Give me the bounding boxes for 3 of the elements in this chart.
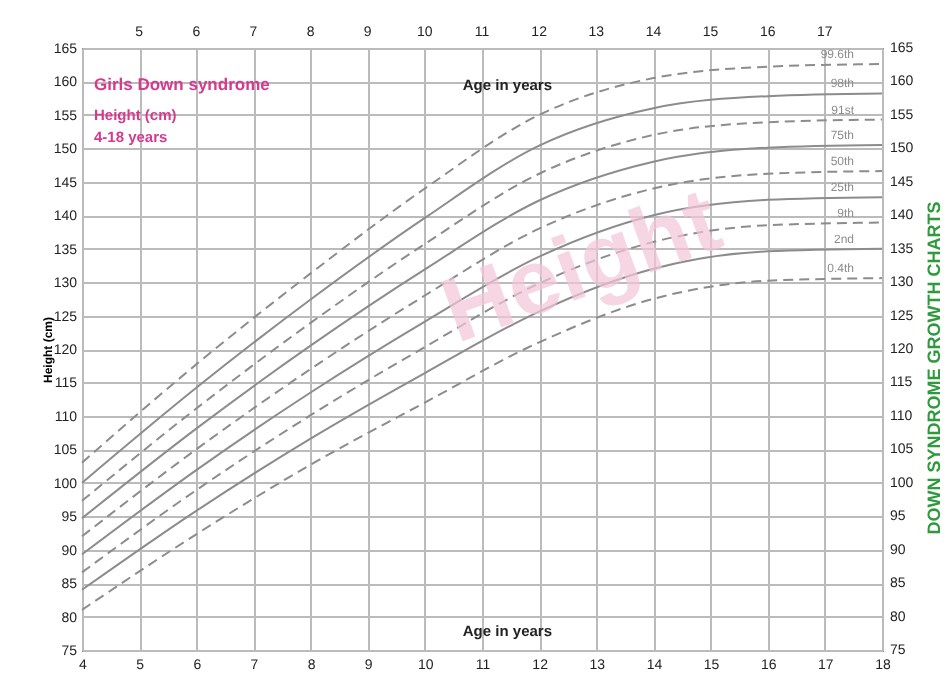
- text: Girls Down syndrome: [94, 74, 271, 94]
- annotation: Height: [428, 166, 733, 363]
- text: DOWN SYNDROME GROWTH CHARTS: [924, 201, 944, 535]
